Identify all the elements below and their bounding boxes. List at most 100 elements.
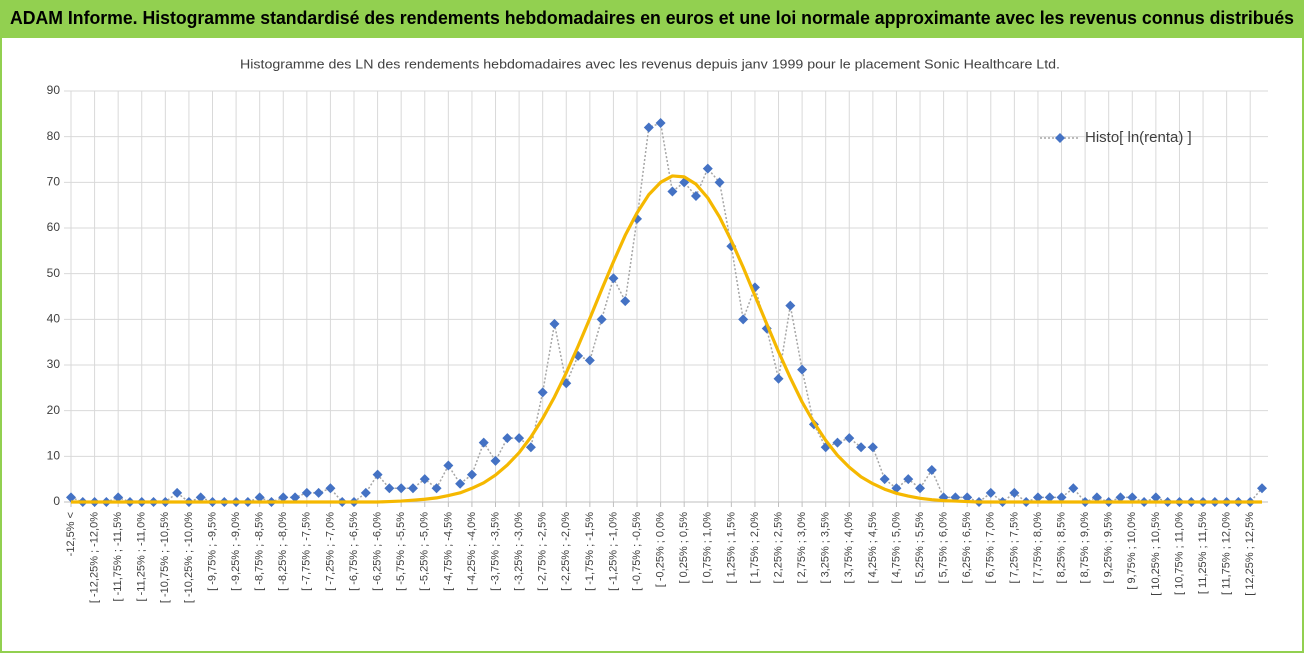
data-point [584,355,595,366]
x-tick-label: [ 11,25% ; 11,5% [1197,512,1209,594]
data-point [360,487,371,498]
x-tick-label: [ -11,25% ; -11,0% [136,512,148,602]
data-point [867,442,878,453]
x-tick-label: [ -5,25% ; -5,0% [419,512,431,591]
x-tick-label: [ 1,25% ; 1,5% [725,512,737,584]
legend-label: Histo[ ln(renta) ] [1085,129,1192,146]
x-tick-label: [ -0,25% ; 0,0% [655,512,667,587]
data-point [1068,483,1079,494]
x-tick-label: [ 0,75% ; 1,0% [702,512,714,584]
x-tick-label: [ -3,25% ; -3,0% [513,512,525,591]
data-point [113,492,124,503]
data-point [714,177,725,188]
y-tick-label: 80 [47,129,61,143]
data-point [608,273,619,284]
x-tick-label: [ 4,75% ; 5,0% [890,512,902,584]
x-tick-label: [ 12,25% ; 12,5% [1244,512,1256,596]
x-tick-label: [ 8,25% ; 8,5% [1055,512,1067,584]
data-point [490,455,501,466]
data-point [797,364,808,375]
data-point [502,433,513,444]
data-point [1044,492,1055,503]
x-tick-label: [ 10,75% ; 11,0% [1173,512,1185,595]
x-tick-label: [ -4,75% ; -4,5% [442,512,454,591]
data-point [667,186,678,197]
x-tick-label: [ 1,75% ; 2,0% [749,512,761,584]
y-tick-label: 30 [47,357,61,371]
data-point [407,483,418,494]
data-point [620,296,631,307]
y-tick-label: 90 [47,83,61,97]
title-banner [0,0,1304,37]
data-point [384,483,395,494]
x-tick-label: [ 3,75% ; 4,0% [843,512,855,584]
data-point [1056,492,1067,503]
data-point [1032,492,1043,503]
data-point [1115,492,1126,503]
fit-curve [71,174,1262,504]
x-tick-label: [ -3,75% ; -3,5% [489,512,501,591]
data-point [926,465,937,476]
data-point [738,314,749,325]
y-tick-label: 70 [47,175,61,189]
data-point [785,300,796,311]
x-tick-label: [ 11,75% ; 12,0% [1221,512,1233,595]
y-tick-label: 40 [47,312,61,326]
x-tick-label: [ -4,25% ; -4,0% [466,512,478,591]
x-tick-label: [ -0,75% ; -0,5% [631,512,643,591]
data-point [537,387,548,398]
x-tick-label: [ -5,75% ; -5,5% [395,512,407,591]
data-point [66,492,76,503]
chart-title: Histogramme des LN des rendements hebdom… [240,56,1060,71]
data-point [525,442,536,453]
x-tick-label: [ -10,75% ; -10,5% [159,512,171,603]
page-title: ADAM Informe. Histogramme standardisé de… [10,8,1294,28]
data-point [844,433,855,444]
data-point [466,469,477,480]
x-tick-label: [ 6,25% ; 6,5% [961,512,973,584]
data-point [1009,487,1020,498]
data-point [372,469,383,480]
x-tick-label: [ -1,25% ; -1,0% [607,512,619,591]
x-tick-label: [ -1,75% ; -1,5% [584,512,596,591]
data-point [702,163,713,174]
data-point [655,117,666,128]
x-tick-label: [ -6,25% ; -6,0% [372,512,384,591]
x-tick-label: [ 5,25% ; 5,5% [914,512,926,584]
data-point [1127,492,1138,503]
data-point [443,460,454,471]
data-point [879,474,890,485]
x-tick-label: [ 2,25% ; 2,5% [772,512,784,584]
x-tick-label: [ 6,75% ; 7,0% [985,512,997,584]
x-tick-label: [ 3,25% ; 3,5% [820,512,832,584]
data-point [915,483,926,494]
data-point [313,487,324,498]
data-point [396,483,407,494]
data-point [856,442,867,453]
y-tick-label: 60 [47,220,61,234]
data-point [290,492,301,503]
x-tick-label: [ -6,75% ; -6,5% [348,512,360,591]
x-tick-label: [ -12,25% ; -12,0% [88,512,100,603]
x-tick-label: [ 10,25% ; 10,5% [1150,512,1162,596]
x-tick-label: [ 2,75% ; 3,0% [796,512,808,584]
data-point [478,437,489,448]
x-tick-label: [ -10,25% ; -10,0% [183,512,195,603]
x-tick-label: [ -9,75% ; -9,5% [206,512,218,591]
x-tick-label: [ -2,75% ; -2,5% [537,512,549,591]
data-point [985,487,996,498]
data-point [773,373,784,384]
data-point [549,318,560,329]
y-tick-label: 0 [53,494,60,508]
x-tick-label: [ -7,75% ; -7,5% [301,512,313,591]
data-point [301,487,312,498]
x-tick-label: [ -2,25% ; -2,0% [560,512,572,591]
data-point [195,492,206,503]
data-point [1257,483,1267,494]
x-tick-label: -12,5% < [65,512,77,556]
y-tick-label: 50 [47,266,61,280]
chart-frame [0,36,1304,653]
y-tick-label: 10 [47,449,61,463]
data-point [1091,492,1102,503]
data-point [172,487,183,498]
